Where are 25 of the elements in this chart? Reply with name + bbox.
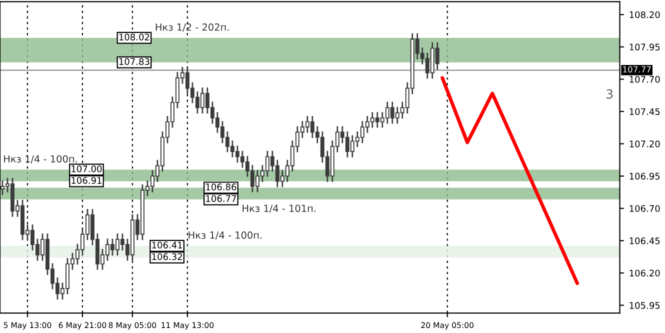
ref-line-label: 107.77 — [623, 66, 651, 73]
annotation: 3 — [606, 89, 613, 99]
band-label: Нкз 1/4 - 101п. — [242, 204, 316, 213]
y-tick-label: 105.95 — [630, 302, 660, 309]
annotation: 106.86 — [206, 183, 236, 190]
annotation: 106.32 — [152, 253, 182, 260]
y-tick-label: 107.20 — [630, 140, 660, 148]
y-tick-label: 107.95 — [630, 44, 660, 50]
y-tick-label: 106.70 — [630, 205, 660, 212]
y-tick-label: 107.45 — [630, 108, 660, 116]
y-tick-label: 108.20 — [630, 11, 660, 18]
band-label: Нкз 1/4 - 100п. — [4, 155, 77, 164]
y-tick-label: 106.95 — [630, 172, 660, 180]
y-tick-label: 106.20 — [630, 270, 660, 277]
annotation: 106.91 — [72, 177, 102, 184]
band-label: Нкз 1/4 - 100п. — [188, 231, 262, 240]
annotation: 106.41 — [152, 242, 182, 248]
line-series — [440, 76, 580, 286]
annotation: 107.00 — [72, 165, 102, 172]
annotation: 106.77 — [206, 195, 236, 202]
band-label: Нкз 1/2 - 202п. — [156, 23, 229, 32]
y-tick-label: 107.70 — [630, 76, 660, 83]
annotation: 108.02 — [119, 34, 150, 40]
annotation: 107.83 — [119, 58, 150, 66]
y-tick-label: 106.45 — [630, 237, 660, 244]
